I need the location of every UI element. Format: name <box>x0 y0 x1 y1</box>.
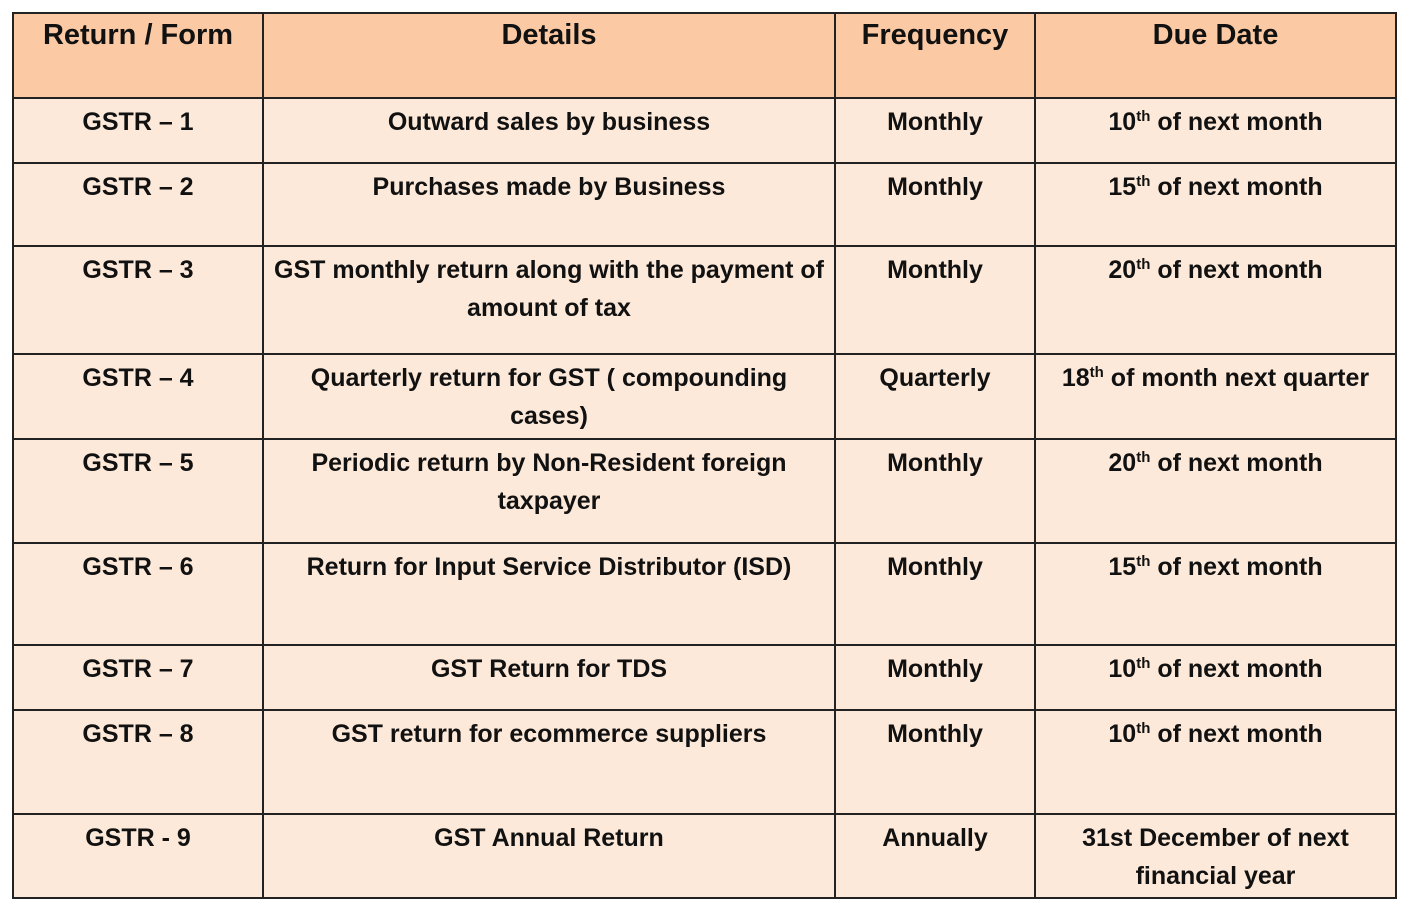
due-day: 20 <box>1108 449 1137 477</box>
table-row: GSTR – 8 GST return for ecommerce supplie… <box>12 709 1397 815</box>
frequency-cell: Monthly <box>834 162 1036 247</box>
frequency-cell: Quarterly <box>834 353 1036 440</box>
due-date-cell: 31st December of next financial year <box>1034 813 1397 899</box>
details-cell: Quarterly return for GST ( compounding c… <box>262 353 836 440</box>
due-date-cell: 15th of next month <box>1034 542 1397 646</box>
table-row: GSTR - 9 GST Annual Return Annually 31st De… <box>12 813 1397 899</box>
due-text: of next month <box>1157 173 1323 201</box>
header-cell: Return / Form <box>12 12 264 99</box>
due-suffix: th <box>1089 364 1104 381</box>
frequency-cell: Monthly <box>834 542 1036 646</box>
details-cell: Purchases made by Business <box>262 162 836 247</box>
table-row: GSTR – 1 Outward sales by business Monthly… <box>12 97 1397 164</box>
details-cell: Outward sales by business <box>262 97 836 164</box>
details-cell: GST Annual Return <box>262 813 836 899</box>
due-day: 10 <box>1108 655 1137 683</box>
due-day: 10 <box>1108 720 1137 748</box>
frequency-cell: Monthly <box>834 245 1036 355</box>
frequency-cell: Monthly <box>834 438 1036 544</box>
header-cell: Details <box>262 12 836 99</box>
details-cell: GST return for ecommerce suppliers <box>262 709 836 815</box>
table-row: GSTR – 2 Purchases made by Business Monthl… <box>12 162 1397 247</box>
details-cell: Periodic return by Non-Resident foreign … <box>262 438 836 544</box>
due-suffix: th <box>1136 108 1151 125</box>
details-cell: Return for Input Service Distributor (IS… <box>262 542 836 646</box>
due-suffix: th <box>1136 256 1151 273</box>
due-text: of next month <box>1157 108 1323 136</box>
due-day: 18 <box>1061 364 1090 392</box>
due-day: 15 <box>1108 553 1137 581</box>
frequency-cell: Monthly <box>834 709 1036 815</box>
due-text: of month next quarter <box>1110 364 1370 392</box>
due-text: of next month <box>1157 256 1323 284</box>
due-date-cell: 18th of month next quarter <box>1034 353 1397 440</box>
due-suffix: th <box>1136 655 1151 672</box>
form-cell: GSTR – 2 <box>12 162 264 247</box>
due-suffix: th <box>1136 449 1151 466</box>
frequency-cell: Annually <box>834 813 1036 899</box>
details-cell: GST monthly return along with the paymen… <box>262 245 836 355</box>
header-cell: Due Date <box>1034 12 1397 99</box>
form-cell: GSTR – 5 <box>12 438 264 544</box>
due-day: 20 <box>1108 256 1137 284</box>
header-cell: Frequency <box>834 12 1036 99</box>
table-row: GSTR – 4 Quarterly return for GST ( compo… <box>12 353 1397 440</box>
due-suffix: th <box>1136 553 1151 570</box>
frequency-cell: Monthly <box>834 97 1036 164</box>
due-text: of next month <box>1157 655 1323 683</box>
table-row: GSTR – 5 Periodic return by Non-Resident … <box>12 438 1397 544</box>
due-date-cell: 10th of next month <box>1034 97 1397 164</box>
due-day: 10 <box>1108 108 1137 136</box>
due-date-cell: 20th of next month <box>1034 438 1397 544</box>
due-text: of next month <box>1157 720 1323 748</box>
due-date-cell: 15th of next month <box>1034 162 1397 247</box>
table-row: GSTR – 6 Return for Input Service Distrib… <box>12 542 1397 646</box>
table-row: GSTR – 3 GST monthly return along with th… <box>12 245 1397 355</box>
form-cell: GSTR – 1 <box>12 97 264 164</box>
table-row: GSTR – 7 GST Return for TDS Monthly 10th of… <box>12 644 1397 711</box>
due-date-cell: 20th of next month <box>1034 245 1397 355</box>
form-cell: GSTR – 7 <box>12 644 264 711</box>
form-cell: GSTR – 3 <box>12 245 264 355</box>
due-suffix: th <box>1136 173 1151 190</box>
due-text: of next month <box>1157 553 1323 581</box>
frequency-cell: Monthly <box>834 644 1036 711</box>
gst-table: Return / Form Details Frequency Due Date GS… <box>12 12 1397 899</box>
form-cell: GSTR – 8 <box>12 709 264 815</box>
form-cell: GSTR – 6 <box>12 542 264 646</box>
due-date-cell: 10th of next month <box>1034 709 1397 815</box>
due-date-cell: 10th of next month <box>1034 644 1397 711</box>
form-cell: GSTR – 4 <box>12 353 264 440</box>
due-text: of next month <box>1157 449 1323 477</box>
details-cell: GST Return for TDS <box>262 644 836 711</box>
due-day: 15 <box>1108 173 1137 201</box>
due-suffix: th <box>1136 720 1151 737</box>
form-cell: GSTR - 9 <box>12 813 264 899</box>
header-row: Return / Form Details Frequency Due Date <box>12 12 1397 99</box>
